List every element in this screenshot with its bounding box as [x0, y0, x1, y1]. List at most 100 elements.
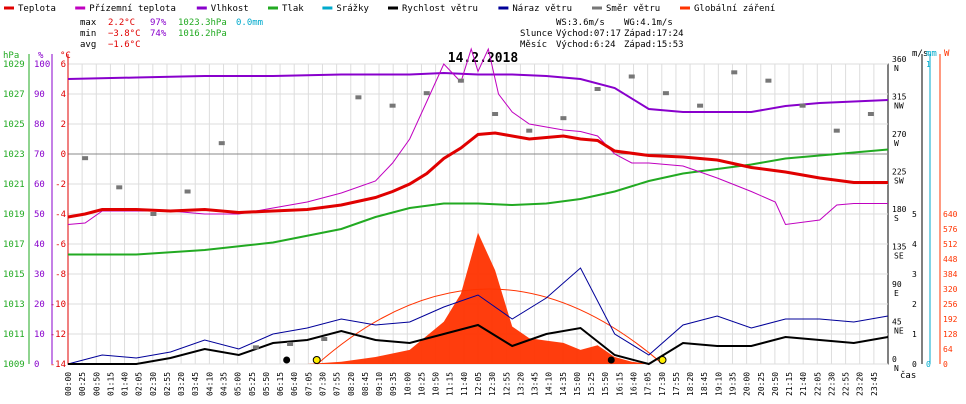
- axis-c-tick: -4: [55, 210, 66, 220]
- axis-w-tick: 384: [943, 270, 958, 279]
- x-tick-label: 22:05: [813, 372, 822, 396]
- x-tick-label: 01:40: [121, 372, 130, 396]
- x-tick-label: 15:50: [601, 372, 610, 396]
- sun-label: Slunce: [520, 29, 553, 39]
- wind-dir-point: [116, 185, 123, 190]
- x-tick-label: 03:45: [191, 372, 200, 396]
- x-tick-label: 12:05: [474, 372, 483, 396]
- moonset-marker: [607, 356, 615, 364]
- axis-mm-tick: 0: [926, 360, 931, 369]
- x-tick-label: 19:35: [728, 372, 737, 396]
- wind-dir-point: [457, 78, 464, 83]
- x-tick-label: 10:00: [403, 372, 412, 396]
- x-tick-label: 05:50: [262, 372, 271, 396]
- legend-label: Rychlost větru: [402, 4, 478, 14]
- axis-w-tick: 256: [943, 300, 958, 309]
- axis-c-tick: 6: [61, 60, 66, 70]
- stat-max-press: 1023.3hPa: [178, 18, 227, 28]
- wind-dir-point: [833, 128, 840, 133]
- axis-pct-tick: 80: [34, 120, 45, 130]
- axis-pct-tick: 70: [34, 150, 45, 160]
- stat-max-hum: 97%: [150, 18, 167, 28]
- stat-min-hum: 74%: [150, 29, 167, 39]
- x-tick-label: 08:20: [347, 372, 356, 396]
- x-tick-label: 20:50: [771, 372, 780, 396]
- x-tick-label: 12:55: [502, 372, 511, 396]
- x-tick-label: 00:00: [64, 372, 73, 396]
- legend-label: Náraz větru: [512, 4, 572, 14]
- axis-c-unit: °C: [60, 51, 71, 61]
- axis-c-tick: -6: [55, 240, 66, 250]
- x-tick-label: 23:20: [856, 372, 865, 396]
- sunset-marker: [658, 356, 667, 364]
- axis-w-tick: 64: [943, 345, 953, 354]
- axis-w-tick: 448: [943, 255, 958, 264]
- axis-pct-tick: 30: [34, 270, 45, 280]
- axis-pct-tick: 100: [34, 60, 50, 70]
- wind-dir-point: [389, 103, 396, 108]
- x-tick-label: 19:10: [714, 372, 723, 396]
- axis-ms-tick: 4: [912, 240, 917, 249]
- axis-ms-tick: 1: [912, 330, 917, 339]
- wind-dir-point: [628, 74, 635, 79]
- axis-w-tick: 192: [943, 315, 958, 324]
- legend-label: Vlhkost: [211, 4, 249, 14]
- axis-wdir-dir: SW: [894, 177, 904, 186]
- axis-pct-tick: 40: [34, 240, 45, 250]
- axis-c-tick: 0: [61, 150, 66, 160]
- x-tick-label: 00:50: [92, 372, 101, 396]
- wind-dir-point: [492, 112, 499, 116]
- axis-wdir-dir: NE: [894, 327, 904, 336]
- x-tick-label: 18:45: [700, 372, 709, 396]
- axis-c-tick: -2: [55, 180, 66, 190]
- sun-rise: Východ:07:17: [556, 29, 621, 39]
- axis-mm-tick: 1: [926, 60, 931, 69]
- moon-set: Západ:15:53: [624, 40, 684, 50]
- axis-wdir-deg: 315: [892, 93, 907, 102]
- series-humidity-line: [67, 71, 889, 113]
- legend-label: Globální záření: [694, 4, 775, 14]
- x-tick-label: 22:55: [842, 372, 851, 396]
- axis-wdir-dir: NW: [894, 102, 904, 111]
- stat-avg-label: avg: [80, 40, 96, 50]
- x-tick-label: 16:15: [615, 372, 624, 396]
- axis-ms-tick: 0: [912, 360, 917, 369]
- axis-wdir-deg: 360: [892, 55, 907, 64]
- axis-wdir-deg: 0: [892, 355, 897, 364]
- legend-label: Směr větru: [606, 4, 660, 14]
- sunrise-marker: [312, 356, 321, 364]
- axis-hpa-tick: 1027: [3, 90, 25, 100]
- axis-wdir-dir: N: [894, 64, 899, 73]
- wind-dir-point: [662, 91, 669, 96]
- series-gust-line: [67, 267, 889, 365]
- x-tick-label: 06:40: [290, 372, 299, 396]
- x-tick-label: 17:30: [658, 372, 667, 396]
- x-tick-label: 07:05: [304, 372, 313, 396]
- axis-wdir-deg: 270: [892, 130, 907, 139]
- stat-avg-temp: −1.6°C: [108, 40, 141, 50]
- stat-max-rain: 0.0mm: [236, 18, 263, 28]
- x-tick-label: 15:00: [573, 372, 582, 396]
- series-pressure-line: [68, 148, 889, 256]
- stat-max-label: max: [80, 18, 97, 28]
- axis-ms-tick: 3: [912, 270, 917, 279]
- axis-pct-tick: 90: [34, 90, 45, 100]
- axis-c-tick: -12: [50, 330, 66, 340]
- sun-set: Západ:17:24: [624, 29, 684, 39]
- axis-c-tick: 4: [61, 90, 66, 100]
- x-tick-label: 23:45: [870, 372, 879, 396]
- x-tick-label: 12:30: [488, 372, 497, 396]
- x-tick-label: 04:10: [205, 372, 214, 396]
- x-tick-label: 17:55: [672, 372, 681, 396]
- x-tick-label: 14:10: [545, 372, 554, 396]
- x-tick-label: 22:30: [827, 372, 836, 396]
- x-tick-label: 09:35: [389, 372, 398, 396]
- axis-w-tick: 512: [943, 240, 958, 249]
- radiation-theoretical-curve: [317, 288, 663, 365]
- series-wind-speed-line: [68, 323, 889, 366]
- legend-label: Tlak: [282, 4, 304, 14]
- axis-hpa-tick: 1009: [3, 360, 25, 370]
- wind-ws: WS:3.6m/s: [556, 18, 605, 28]
- axis-pct-tick: 60: [34, 180, 45, 190]
